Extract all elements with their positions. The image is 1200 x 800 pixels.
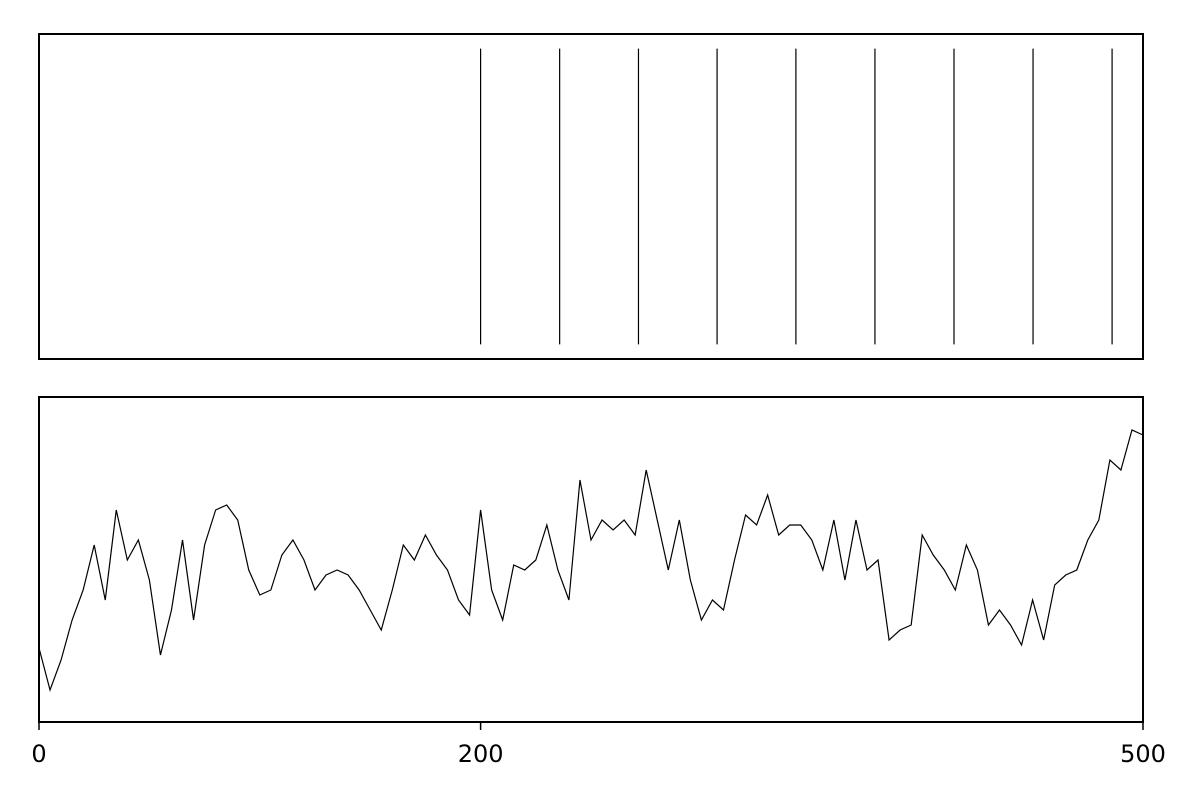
- bottom-axes-frame: [38, 396, 1144, 723]
- top-axes-frame: [38, 33, 1144, 360]
- x-tick-label: 200: [458, 740, 504, 768]
- series-line: [38, 429, 1144, 692]
- x-tick-label: 0: [31, 740, 46, 768]
- x-tick-label: 500: [1120, 740, 1166, 768]
